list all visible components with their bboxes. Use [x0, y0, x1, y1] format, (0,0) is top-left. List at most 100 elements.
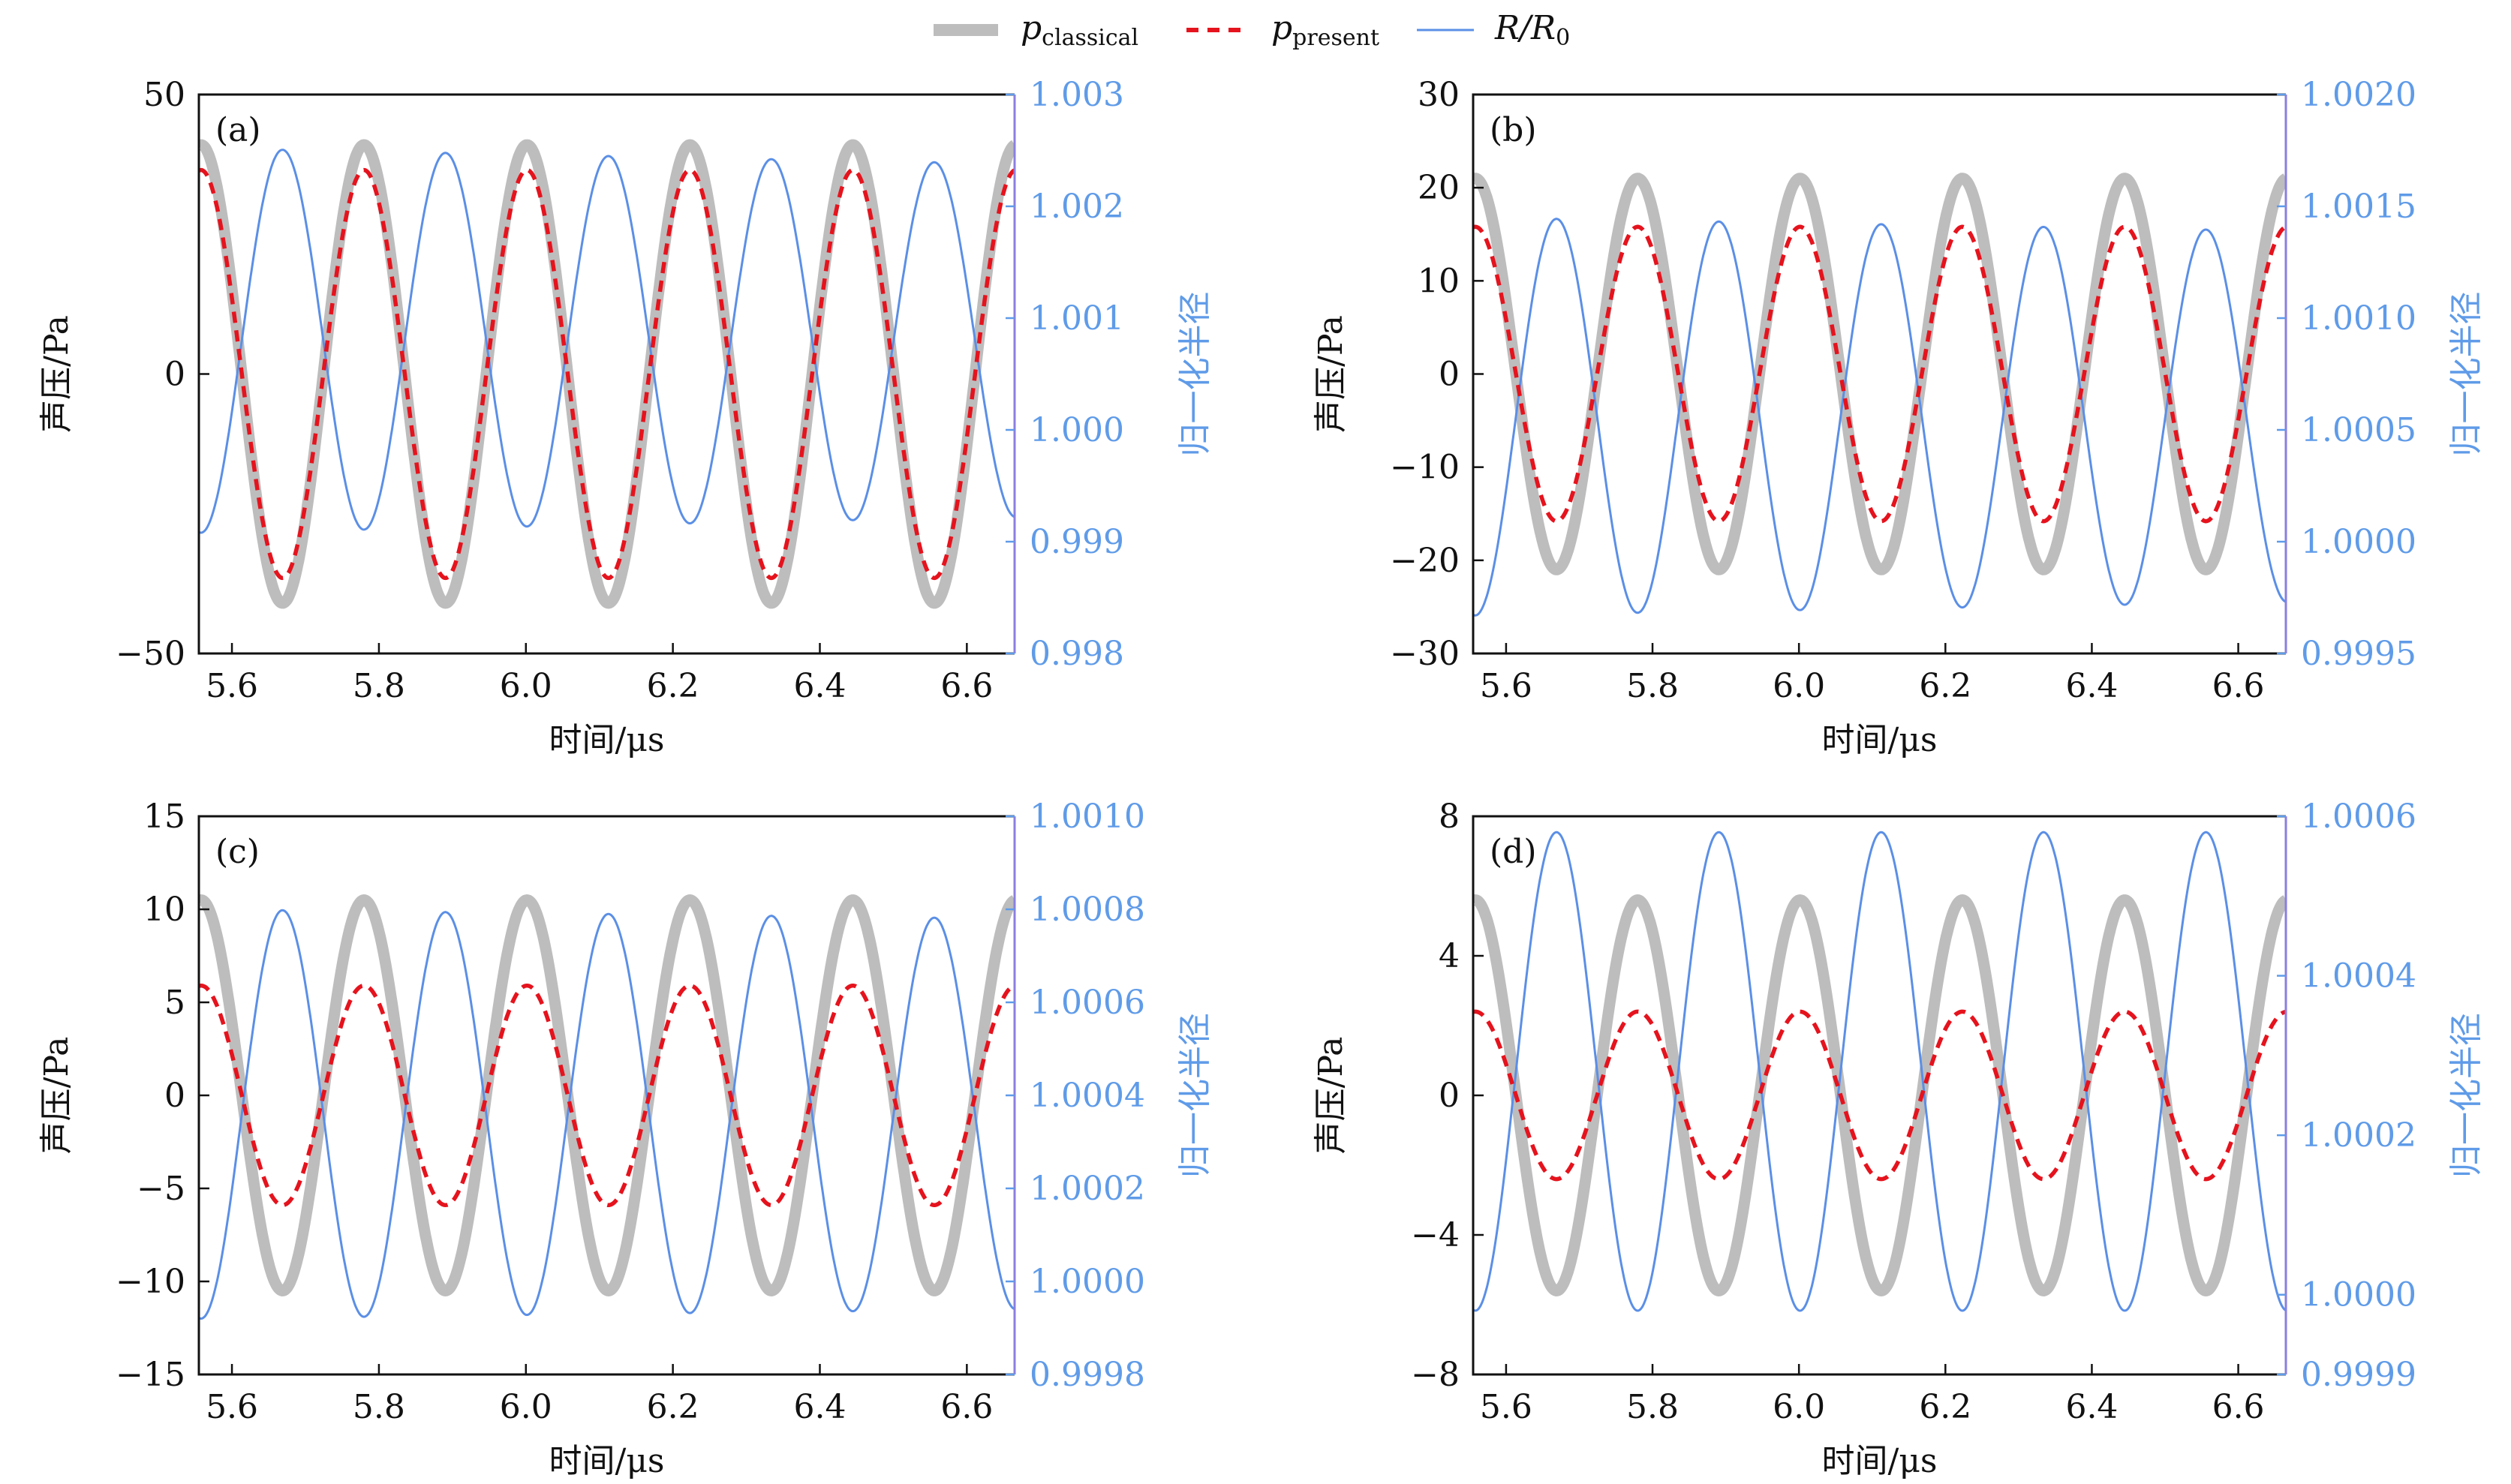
y-right-tick-label: 1.0010 — [1030, 798, 1145, 836]
y-tick-label: 0 — [164, 1077, 185, 1115]
x-axis-label: 时间/μs — [549, 1442, 665, 1480]
plot-area — [199, 894, 1015, 1320]
y-tick-label: 10 — [143, 891, 185, 929]
y-right-tick-label: 0.9998 — [1030, 1356, 1145, 1394]
x-tick-label: 6.4 — [793, 1388, 846, 1426]
y-right-tick-label: 1.0002 — [1030, 1170, 1145, 1208]
x-tick-label: 5.8 — [1626, 1388, 1679, 1426]
plot-area — [199, 139, 1015, 609]
series-p-present — [1473, 224, 2286, 524]
x-tick-label: 6.4 — [793, 667, 846, 705]
y-tick-label: −10 — [116, 1263, 185, 1301]
y-right-tick-label: 1.0006 — [2301, 798, 2416, 836]
y-axis-label: 声压/Pa — [1312, 315, 1350, 433]
y-axis-label: 声压/Pa — [1312, 1037, 1350, 1155]
x-tick-label: 6.4 — [2065, 1388, 2118, 1426]
y-right-tick-label: 0.9995 — [2301, 635, 2416, 673]
y-right-tick-label: 0.999 — [1030, 523, 1124, 561]
y-tick-label: −8 — [1411, 1356, 1460, 1394]
x-tick-label: 5.6 — [206, 667, 258, 705]
legend-label-present: ppresent — [1271, 9, 1379, 51]
y-tick-label: 0 — [164, 356, 185, 394]
series-p-present — [1473, 1009, 2286, 1182]
panel-b: 5.6 5.8 6.0 6.2 6.4 6.6 −30 −20 −10 0 10 20 30 0.9995… — [1312, 76, 2485, 759]
x-tick-label: 6.0 — [1773, 1388, 1825, 1426]
x-tick-label: 6.6 — [940, 667, 993, 705]
y-right-tick-label: 1.001 — [1030, 299, 1124, 338]
y-tick-label: 4 — [1439, 937, 1460, 975]
series-radius — [199, 909, 1015, 1320]
plot-area — [1473, 173, 2286, 617]
y-right-tick-label: 0.9999 — [2301, 1356, 2416, 1394]
x-tick-label: 6.0 — [500, 1388, 552, 1426]
y-right-tick-label: 0.998 — [1030, 635, 1124, 673]
panel-label: (a) — [215, 111, 261, 149]
y-right-axis-label: 归一化半径 — [1176, 292, 1214, 457]
y-right-tick-label: 1.0006 — [1030, 984, 1145, 1022]
y-right-axis-label: 归一化半径 — [1176, 1013, 1214, 1178]
x-tick-label: 6.6 — [2212, 667, 2265, 705]
legend: pclassical ppresent R/R0 — [934, 9, 1570, 51]
y-right-axis-label: 归一化半径 — [2447, 1013, 2485, 1178]
x-tick-label: 5.6 — [206, 1388, 258, 1426]
y-tick-label: 15 — [143, 798, 185, 836]
x-tick-label: 6.6 — [940, 1388, 993, 1426]
plot-area — [1473, 831, 2286, 1312]
y-axis-label: 声压/Pa — [38, 1037, 76, 1155]
y-tick-label: −20 — [1390, 542, 1460, 580]
y-right-tick-label: 1.002 — [1030, 188, 1124, 226]
x-tick-label: 6.2 — [1919, 1388, 1971, 1426]
x-tick-label: 5.6 — [1480, 667, 1532, 705]
y-tick-label: 5 — [164, 984, 185, 1022]
y-tick-label: 20 — [1418, 169, 1460, 207]
legend-label-classical: pclassical — [1021, 9, 1138, 51]
panel-label: (b) — [1490, 111, 1537, 149]
y-right-tick-label: 1.0010 — [2301, 299, 2416, 338]
y-tick-label: 50 — [143, 76, 185, 114]
y-tick-label: −10 — [1390, 449, 1460, 487]
x-tick-label: 5.8 — [1626, 667, 1679, 705]
x-tick-label: 6.2 — [647, 1388, 699, 1426]
x-tick-label: 5.8 — [353, 667, 405, 705]
x-tick-label: 6.2 — [647, 667, 699, 705]
y-tick-label: −30 — [1390, 635, 1460, 673]
y-right-tick-label: 1.000 — [1030, 411, 1124, 449]
y-tick-label: −5 — [137, 1170, 185, 1208]
y-tick-label: −50 — [116, 635, 185, 673]
y-right-tick-label: 1.0005 — [2301, 411, 2416, 449]
y-tick-label: 10 — [1418, 262, 1460, 300]
series-p-classical — [199, 894, 1015, 1296]
y-right-tick-label: 1.0020 — [2301, 76, 2416, 114]
series-radius — [1473, 218, 2286, 617]
series-p-classical — [1473, 894, 2286, 1296]
y-right-tick-label: 1.0004 — [1030, 1077, 1145, 1115]
y-right-axis-label: 归一化半径 — [2447, 292, 2485, 457]
y-right-tick-label: 1.0002 — [2301, 1116, 2416, 1155]
series-p-classical — [199, 139, 1015, 609]
y-right-tick-label: 1.0008 — [1030, 891, 1145, 929]
x-tick-label: 6.0 — [1773, 667, 1825, 705]
series-p-classical — [1473, 173, 2286, 575]
x-tick-label: 6.0 — [500, 667, 552, 705]
y-tick-label: 0 — [1439, 356, 1460, 394]
series-radius — [199, 149, 1015, 534]
panel-d: 5.6 5.8 6.0 6.2 6.4 6.6 −8 −4 0 4 8 0.9999 1.0000 1.0… — [1312, 798, 2485, 1480]
x-tick-label: 6.6 — [2212, 1388, 2265, 1426]
x-tick-label: 5.6 — [1480, 1388, 1532, 1426]
legend-label-radius: R/R0 — [1494, 9, 1570, 51]
panel-label: (c) — [215, 833, 260, 871]
series-p-present — [199, 983, 1015, 1208]
x-axis-label: 时间/μs — [549, 721, 665, 759]
y-right-tick-label: 1.0015 — [2301, 188, 2416, 226]
x-axis-label: 时间/μs — [1822, 1442, 1938, 1480]
y-right-tick-label: 1.0004 — [2301, 957, 2416, 996]
panel-label: (d) — [1490, 833, 1537, 871]
x-axis-label: 时间/μs — [1822, 721, 1938, 759]
y-tick-label: 0 — [1439, 1077, 1460, 1115]
y-right-tick-label: 1.0000 — [2301, 523, 2416, 561]
series-radius — [1473, 831, 2286, 1312]
y-tick-label: 30 — [1418, 76, 1460, 114]
x-tick-label: 6.4 — [2065, 667, 2118, 705]
panel-c: 5.6 5.8 6.0 6.2 6.4 6.6 −15 −10 −5 0 5 10 15 0.9998 1.… — [38, 798, 1214, 1480]
